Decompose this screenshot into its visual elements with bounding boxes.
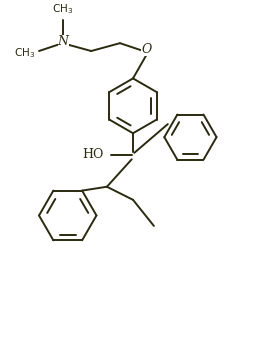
- Text: CH$_3$: CH$_3$: [14, 46, 35, 60]
- Text: O: O: [142, 44, 152, 56]
- Text: CH$_3$: CH$_3$: [52, 2, 73, 16]
- Text: N: N: [57, 35, 69, 48]
- Text: HO: HO: [82, 148, 103, 161]
